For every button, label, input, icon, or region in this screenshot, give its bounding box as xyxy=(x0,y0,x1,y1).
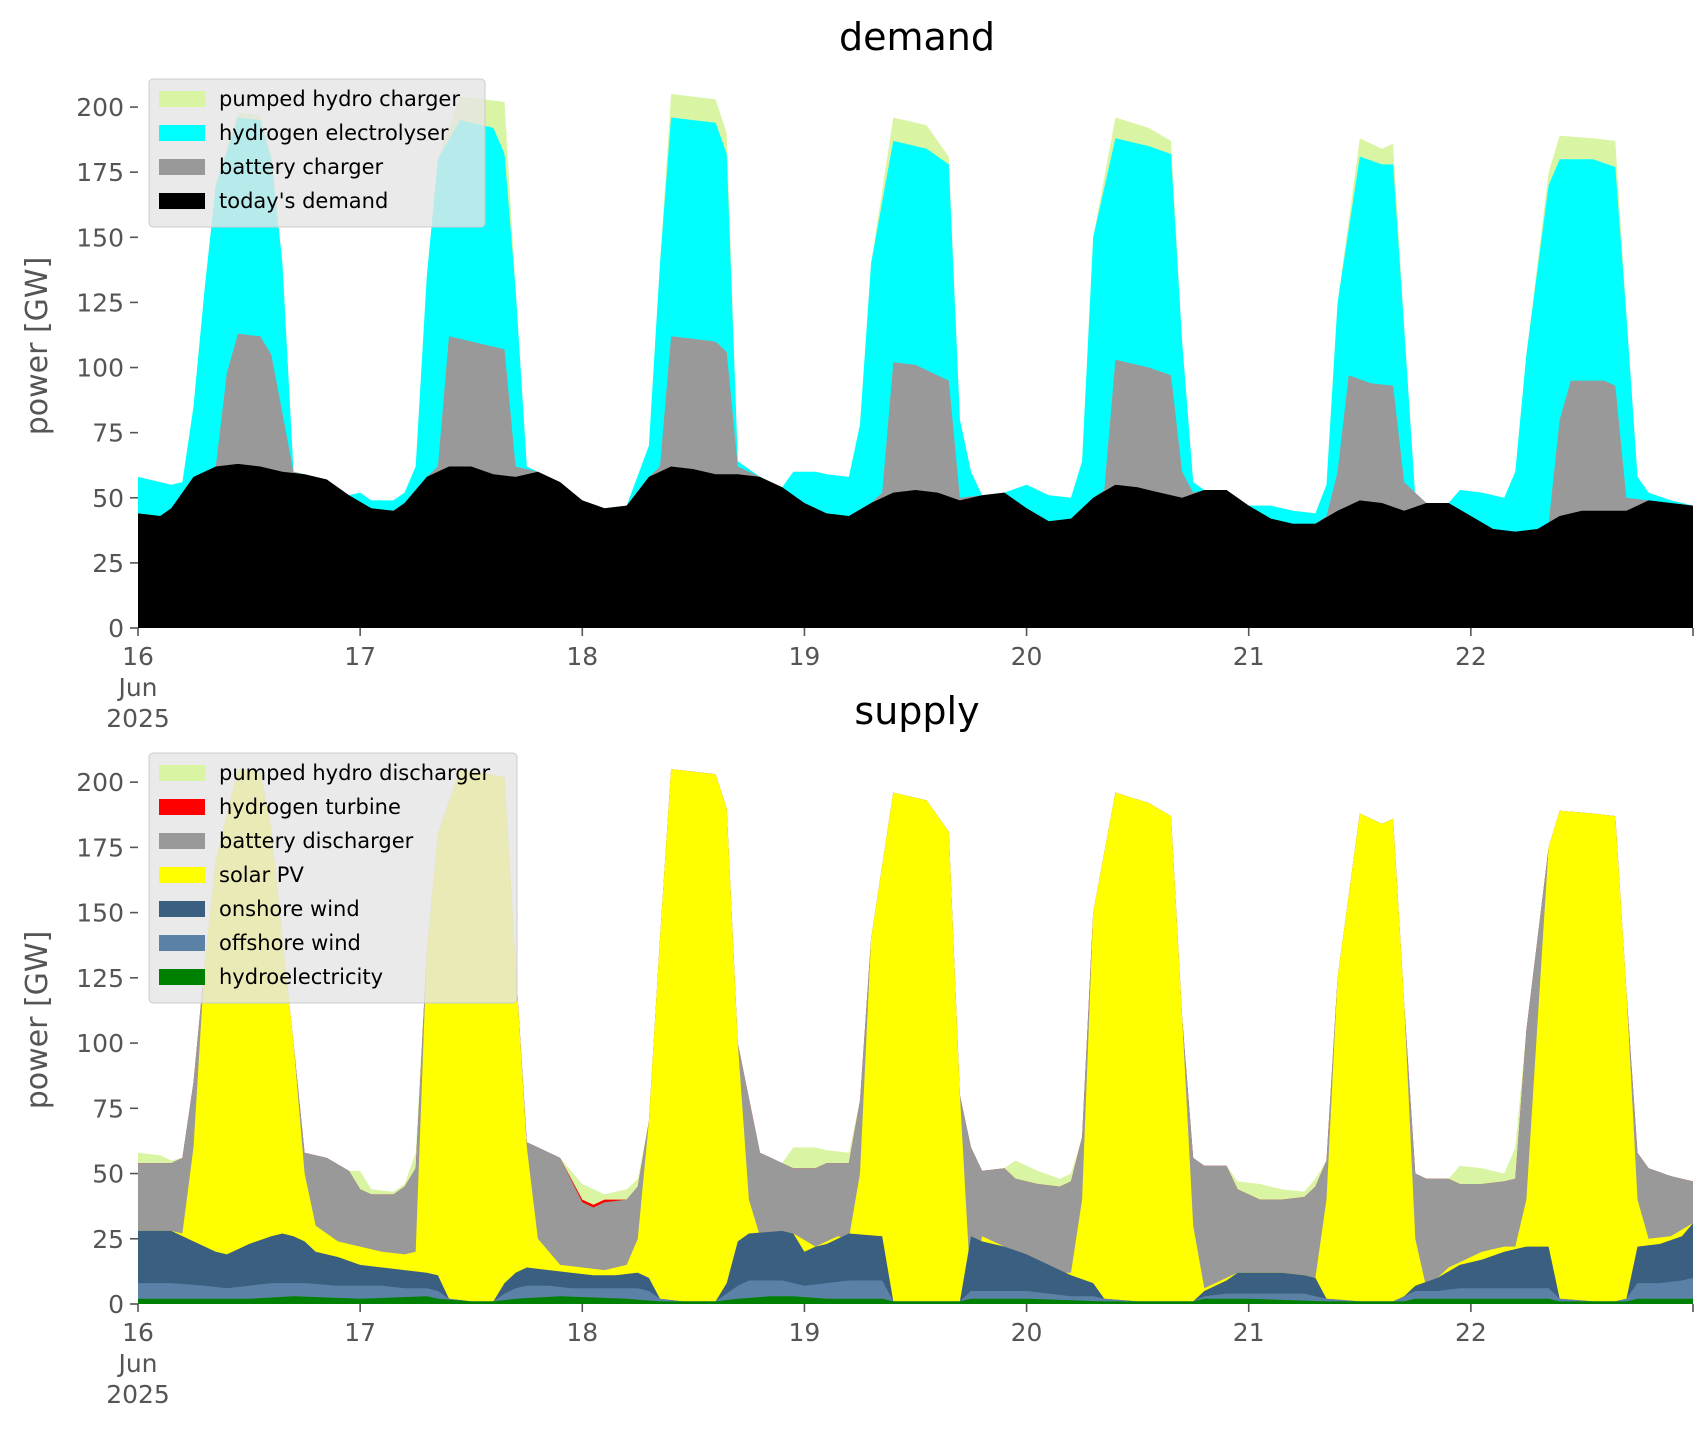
demand-x-tick-label: 16 Jun 2025 xyxy=(106,642,170,733)
supply-areas xyxy=(138,769,1693,1304)
supply-y-tick-label: 175 xyxy=(76,833,124,862)
supply-area-offshore-wind xyxy=(138,1277,1693,1304)
demand-title: demand xyxy=(839,15,995,59)
supply-y-tick-label: 50 xyxy=(92,1160,124,1189)
supply-legend-swatch-pumped-hydro-discharger xyxy=(159,765,205,781)
supply-y-tick-label: 150 xyxy=(76,899,124,928)
supply-y-tick-label: 0 xyxy=(108,1290,124,1319)
supply-x-tick-label: 17 xyxy=(344,1318,376,1347)
demand-x-tick-label: 19 xyxy=(789,642,821,671)
demand-y-tick-label: 200 xyxy=(76,93,124,122)
demand-legend-label-today-s-demand: today's demand xyxy=(219,189,388,213)
demand-legend: pumped hydro charger hydrogen electrolyse… xyxy=(148,78,486,228)
demand-legend-label-hydrogen-electrolyser: hydrogen electrolyser xyxy=(219,121,449,145)
supply-x-tick-label: 22 xyxy=(1455,1318,1487,1347)
demand-x-tick-label: 22 xyxy=(1455,642,1487,671)
supply-legend-swatch-offshore-wind xyxy=(159,935,205,951)
demand-x-tick-label: 18 xyxy=(566,642,598,671)
demand-y-tick-label: 75 xyxy=(92,419,124,448)
supply-legend-swatch-hydrogen-turbine xyxy=(159,799,205,815)
supply-axes: 0 25 50 75 100 125 150 175 200 16 Jun 2025 17 18 19 20 2… xyxy=(76,768,1694,1409)
supply-y-tick-label: 25 xyxy=(92,1225,124,1254)
demand-areas xyxy=(138,94,1693,628)
supply-title: supply xyxy=(854,689,979,733)
supply-x-tick-label: 18 xyxy=(566,1318,598,1347)
supply-legend-box xyxy=(148,752,518,1004)
supply-x-tick-label: 19 xyxy=(789,1318,821,1347)
supply-legend-label-hydroelectricity: hydroelectricity xyxy=(219,965,383,989)
supply-legend-swatch-onshore-wind xyxy=(159,901,205,917)
demand-y-tick-label: 150 xyxy=(76,223,124,252)
demand-y-tick-label: 50 xyxy=(92,484,124,513)
supply-area-solar-pv xyxy=(138,769,1693,1304)
supply-y-axis-label: power [GW] xyxy=(20,931,55,1110)
supply-y-tick-label: 125 xyxy=(76,964,124,993)
demand-legend-label-pumped-hydro-charger: pumped hydro charger xyxy=(219,87,460,111)
supply-panel: supply 0 25 50 75 100 125 150 175 200 16 Jun 2025 17… xyxy=(20,689,1694,1409)
supply-y-tick-label: 75 xyxy=(92,1094,124,1123)
supply-area-onshore-wind xyxy=(138,1223,1693,1304)
demand-y-tick-label: 25 xyxy=(92,549,124,578)
supply-x-tick-label: 20 xyxy=(1011,1318,1043,1347)
supply-area-hydroelectricity xyxy=(138,1296,1693,1304)
demand-y-tick-label: 175 xyxy=(76,158,124,187)
supply-y-tick-label: 200 xyxy=(76,768,124,797)
demand-x-tick-label: 20 xyxy=(1011,642,1043,671)
supply-x-tick-label: 21 xyxy=(1233,1318,1265,1347)
supply-legend-swatch-solar-pv xyxy=(159,867,205,883)
demand-legend-swatch-today-s-demand xyxy=(159,193,205,209)
demand-y-tick-label: 125 xyxy=(76,288,124,317)
supply-legend-swatch-battery-discharger xyxy=(159,833,205,849)
supply-legend-swatch-hydroelectricity xyxy=(159,969,205,985)
demand-x-tick-label: 17 xyxy=(344,642,376,671)
supply-legend-label-hydrogen-turbine: hydrogen turbine xyxy=(219,795,401,819)
demand-legend-box xyxy=(148,78,486,228)
demand-y-tick-label: 0 xyxy=(108,614,124,643)
supply-legend: pumped hydro discharger hydrogen turbine b… xyxy=(148,752,518,1004)
supply-legend-label-solar-pv: solar PV xyxy=(219,863,304,887)
demand-legend-swatch-pumped-hydro-charger xyxy=(159,91,205,107)
demand-area-today-s-demand xyxy=(138,463,1693,628)
demand-legend-swatch-battery-charger xyxy=(159,159,205,175)
supply-legend-label-onshore-wind: onshore wind xyxy=(219,897,360,921)
supply-x-tick-label: 16 Jun 2025 xyxy=(106,1318,170,1409)
supply-legend-label-pumped-hydro-discharger: pumped hydro discharger xyxy=(219,761,490,785)
demand-panel: demand 0 25 50 75 100 125 150 175 200 16 Jun 2025 17… xyxy=(20,15,1694,733)
supply-legend-label-offshore-wind: offshore wind xyxy=(219,931,361,955)
demand-y-tick-label: 100 xyxy=(76,354,124,383)
supply-legend-label-battery-discharger: battery discharger xyxy=(219,829,414,853)
demand-legend-label-battery-charger: battery charger xyxy=(219,155,384,179)
demand-y-axis-label: power [GW] xyxy=(20,257,55,436)
demand-axes: 0 25 50 75 100 125 150 175 200 16 Jun 2025 17 18 19 20 2… xyxy=(76,93,1694,733)
supply-y-tick-label: 100 xyxy=(76,1029,124,1058)
demand-legend-swatch-hydrogen-electrolyser xyxy=(159,125,205,141)
demand-x-tick-label: 21 xyxy=(1233,642,1265,671)
